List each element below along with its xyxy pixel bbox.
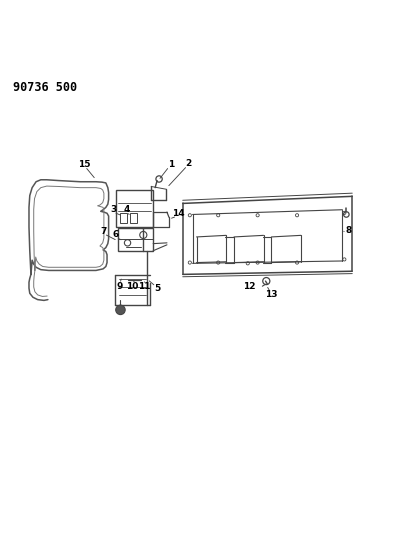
Text: 10: 10 bbox=[126, 282, 139, 290]
Text: 13: 13 bbox=[265, 290, 278, 300]
Text: 11: 11 bbox=[138, 282, 151, 290]
Bar bbox=[116, 190, 153, 227]
Text: 14: 14 bbox=[172, 209, 184, 218]
Text: 1: 1 bbox=[168, 159, 174, 168]
Text: 12: 12 bbox=[243, 282, 256, 292]
Text: 9: 9 bbox=[116, 282, 123, 290]
Bar bbox=[118, 228, 153, 251]
Text: 3: 3 bbox=[111, 205, 117, 214]
Text: 4: 4 bbox=[123, 205, 130, 214]
Text: 15: 15 bbox=[78, 159, 91, 168]
Bar bbox=[129, 213, 137, 223]
Bar bbox=[119, 213, 127, 223]
Text: 6: 6 bbox=[113, 230, 119, 239]
Text: 2: 2 bbox=[185, 159, 192, 168]
Text: 90736 500: 90736 500 bbox=[13, 81, 77, 94]
Circle shape bbox=[116, 305, 125, 314]
Text: 8: 8 bbox=[345, 226, 351, 235]
Text: 7: 7 bbox=[100, 227, 106, 236]
Text: 5: 5 bbox=[154, 284, 160, 293]
